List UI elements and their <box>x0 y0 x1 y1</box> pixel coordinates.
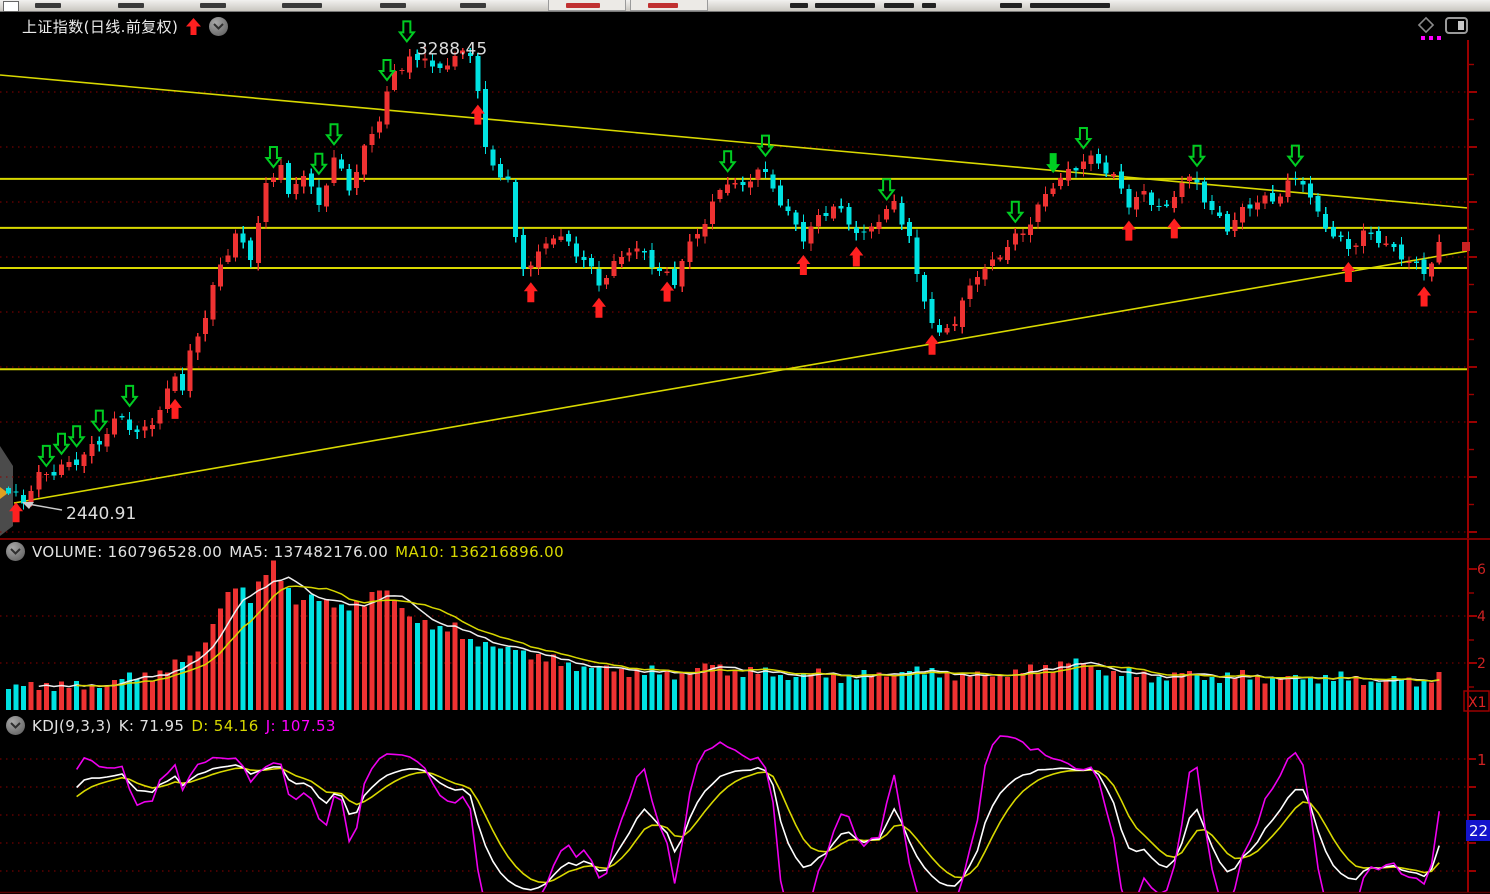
ma10-label: MA10: <box>395 542 445 561</box>
signal-arrows <box>9 20 1432 523</box>
collapse-main-chart-button[interactable] <box>209 17 229 36</box>
kdj-axis-tag: 22 <box>1469 822 1488 840</box>
panel-layout-icon[interactable] <box>1445 16 1468 38</box>
diamond-icon[interactable] <box>1416 15 1436 39</box>
volume-value: 160796528.00 <box>107 542 223 561</box>
candles <box>6 43 1442 510</box>
volume-axis-label: 4 <box>1477 609 1486 625</box>
volume-axis-label: 6 <box>1477 562 1486 578</box>
d-label: D: <box>191 716 209 735</box>
kdj-k-line <box>76 764 1440 891</box>
k-value: 71.95 <box>139 716 185 735</box>
volume-label: VOLUME: <box>32 542 103 561</box>
volume-bars <box>6 560 1442 710</box>
peak-price-label: 3288.45 <box>417 39 487 59</box>
kdj-lines <box>75 735 1441 892</box>
k-label: K: <box>118 716 135 735</box>
collapse-volume-button[interactable] <box>6 542 25 561</box>
ma10-value: 136216896.00 <box>449 542 565 561</box>
collapse-kdj-button[interactable] <box>6 716 25 735</box>
candlestick-chart[interactable]: 3288.45 2440.91 <box>0 11 1490 538</box>
magenta-ellipsis-indicator <box>1421 36 1441 40</box>
low-price-label: 2440.91 <box>66 504 136 524</box>
kdj-d-line <box>76 767 1440 884</box>
kdj-chart[interactable]: 1 22 <box>0 713 1490 894</box>
up-arrow-icon <box>185 17 202 36</box>
kdj-label: KDJ(9,3,3) <box>32 716 112 735</box>
price-plot <box>0 74 1469 536</box>
j-label: J: <box>265 716 276 735</box>
volume-ma10-line <box>76 585 1440 687</box>
last-price-marker <box>1462 242 1470 251</box>
app-menu-icon <box>3 1 19 12</box>
ma5-value: 137482176.00 <box>273 542 389 561</box>
kdj-axis-tag-bg <box>1466 820 1490 841</box>
volume-axis-label: 2 <box>1477 656 1486 672</box>
kdj-panel-header: KDJ(9,3,3) K: 71.95 D: 54.16 J: 107.53 <box>6 716 336 735</box>
j-value: 107.53 <box>280 716 336 735</box>
chart-title: 上证指数(日线.前复权) <box>22 18 179 36</box>
top-menu-bar[interactable] <box>0 0 1490 12</box>
d-value: 54.16 <box>213 716 259 735</box>
volume-panel-header: VOLUME: 160796528.00 MA5: 137482176.00 MA1… <box>6 542 564 561</box>
trend-line <box>13 250 1469 504</box>
kdj-j-line <box>75 735 1441 892</box>
volume-chart[interactable]: 6 4 2 X1 <box>0 538 1490 713</box>
trend-line <box>0 74 1469 209</box>
main-chart-header: 上证指数(日线.前复权) <box>22 16 229 37</box>
volume-ma5-line <box>38 576 1440 688</box>
kdj-axis-label-top: 1 <box>1477 751 1487 769</box>
ma5-label: MA5: <box>229 542 269 561</box>
volume-unit-label: X1 <box>1468 695 1487 711</box>
